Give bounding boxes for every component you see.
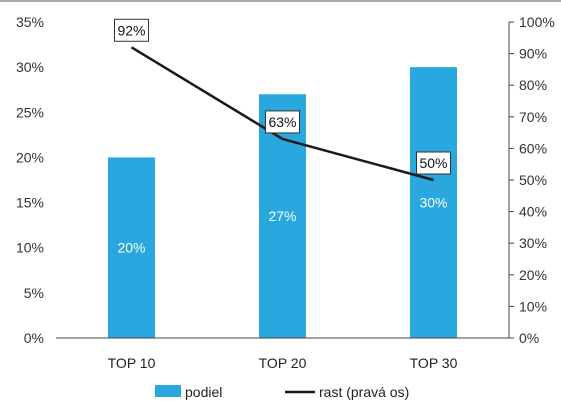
legend-label-podiel: podiel: [185, 384, 222, 400]
right-tick-label: 20%: [519, 267, 547, 283]
legend-swatch-podiel: [155, 385, 181, 397]
line-data-label: 63%: [268, 114, 296, 130]
right-axis-ticks: 0% 10% 20% 30% 40% 50% 60% 70% 80% 90% 100%: [509, 14, 555, 346]
left-tick-label: 25%: [16, 104, 44, 120]
right-tick-label: 90%: [519, 46, 547, 62]
left-tick-label: 10%: [16, 240, 44, 256]
right-tick-label: 0%: [519, 330, 539, 346]
legend-label-rast: rast (pravá os): [319, 384, 409, 400]
bar: [108, 157, 155, 338]
bar: [410, 67, 457, 339]
bars: 20% 27% 30%: [108, 67, 457, 339]
legend: podiel rast (pravá os): [155, 384, 409, 400]
right-tick-label: 60%: [519, 140, 547, 156]
right-tick-label: 10%: [519, 298, 547, 314]
bar-data-label: 30%: [419, 195, 447, 211]
line-label-box: [265, 110, 300, 134]
category-labels: TOP 10 TOP 20 TOP 30: [108, 355, 458, 371]
left-tick-label: 0%: [24, 330, 44, 346]
right-tick-label: 80%: [519, 77, 547, 93]
left-tick-label: 5%: [24, 285, 44, 301]
category-label: TOP 10: [108, 355, 156, 371]
category-label: TOP 20: [259, 355, 307, 371]
right-tick-label: 70%: [519, 109, 547, 125]
line-data-label: 50%: [419, 155, 447, 171]
bar: [259, 94, 306, 338]
left-axis-ticks: 0% 5% 10% 15% 20% 25% 30% 35%: [16, 14, 44, 346]
line-label-box: [114, 18, 149, 42]
line-series: 92% 63% 50%: [114, 18, 451, 182]
line-path: [130, 46, 434, 182]
right-tick-label: 40%: [519, 204, 547, 220]
line-label-box: [416, 151, 451, 175]
category-label: TOP 30: [410, 355, 458, 371]
line-data-label: 92%: [117, 22, 145, 38]
left-tick-label: 20%: [16, 149, 44, 165]
right-tick-label: 30%: [519, 235, 547, 251]
right-tick-label: 100%: [519, 14, 555, 30]
bar-data-label: 27%: [268, 208, 296, 224]
left-tick-label: 35%: [16, 14, 44, 30]
right-tick-label: 50%: [519, 172, 547, 188]
bar-data-label: 20%: [117, 240, 145, 256]
left-tick-label: 30%: [16, 59, 44, 75]
left-tick-label: 15%: [16, 195, 44, 211]
